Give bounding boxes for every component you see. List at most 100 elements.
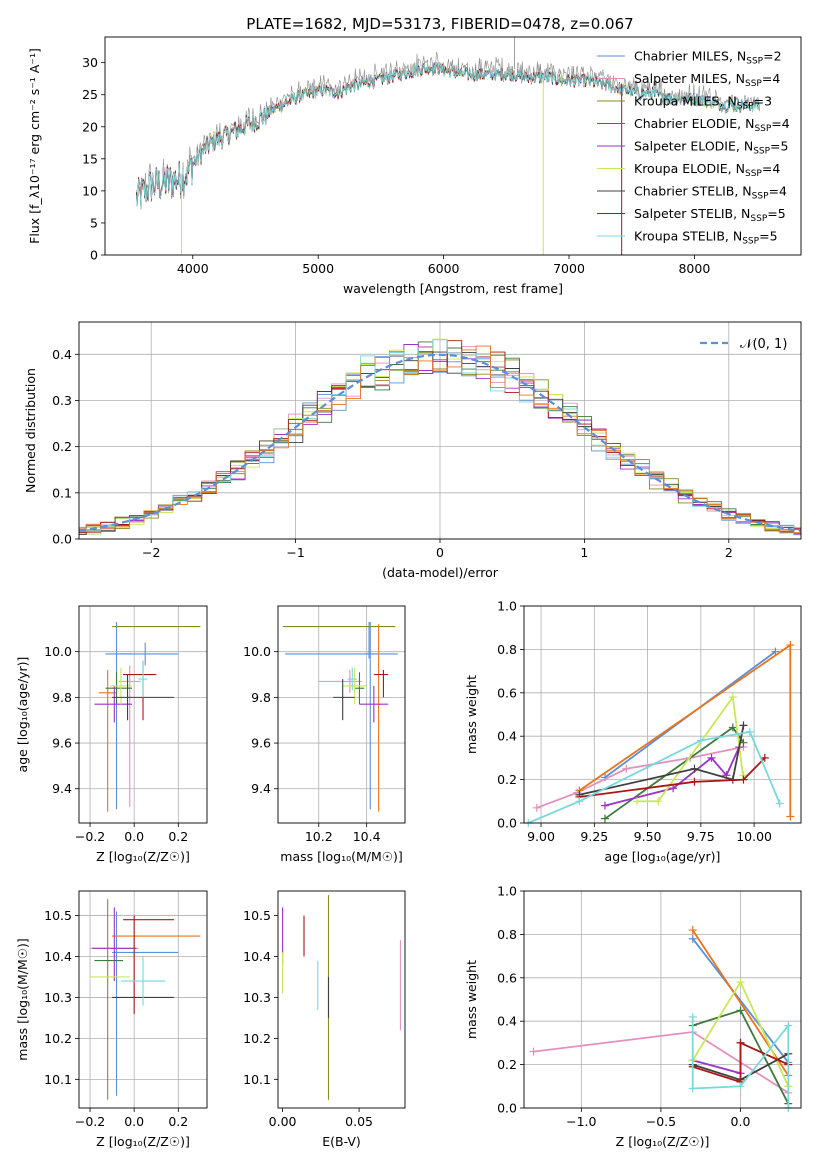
mass-weight-marker [760,753,769,762]
error-bar-point [373,669,389,698]
x-tick-label: 9.00 [527,829,555,844]
mass-weight-marker [745,727,754,736]
legend-nssp-subscript: SSP [746,57,763,67]
error-bar-point [92,907,137,982]
figure-title: PLATE=1682, MJD=53173, FIBERID=0478, z=0… [246,15,633,33]
legend-nssp-label: , N [734,184,751,199]
x-tick-label: 9.25 [580,829,608,844]
x-tick-label: 0 [436,545,444,560]
legend-nssp-value: 5 [770,229,778,244]
legend-nssp-equals: = [759,229,769,244]
legend-entry: Chabrier ELODIE, NSSP=4 [634,116,790,134]
legend-nssp-value: 5 [778,206,786,221]
legend-nssp-value: 2 [774,49,782,64]
mass-weight-marker [739,775,748,784]
mass_vs_z-frame [78,890,208,1109]
mass-weight-line [579,725,745,796]
y-tick-label: 10.3 [243,990,271,1005]
x-tick-label: 0.0 [124,1114,144,1129]
legend-nssp-subscript: SSP [737,102,754,112]
y-tick-label: 0.4 [52,347,72,362]
y-tick-label: 9.4 [251,781,271,796]
mass-weight-marker [771,647,780,656]
legend-nssp-value: 4 [772,161,780,176]
x-tick-label: 10.4 [353,829,381,844]
legend-series-name: Salpeter STELIB [634,206,733,221]
mass-weight-marker [690,764,699,773]
legend-series-name: Chabrier ELODIE [634,116,737,131]
y-tick-label: 30 [82,55,98,70]
y-tick-label: 10.1 [243,1072,271,1087]
y-tick-label: 0.0 [497,816,517,831]
y-tick-label: 10.4 [44,949,72,964]
x-tick-label: 0.0 [731,1114,751,1129]
x-tick-label: 6000 [428,261,460,276]
y-tick-label: 10.1 [44,1072,72,1087]
mass_vs_ebv-axes: 0.00 0.05 10.1 10.2 10.3 10.4 10.5 E(B-V) [243,908,373,1149]
y-tick-label: 10.2 [44,1031,72,1046]
mass_vs_ebv-frame [277,890,406,1109]
residual-histogram [79,345,801,534]
mass-weight-marker [736,1082,745,1091]
mass-weight-marker [696,736,705,745]
legend-entry: Kroupa STELIB, NSSP=5 [634,229,778,247]
legend-entry: Chabrier MILES, NSSP=2 [634,49,782,67]
x-axis-label: wavelength [Angstrom, rest frame] [343,281,563,296]
mass-weight-line [692,1041,789,1084]
legend-series-name: Salpeter ELODIE [634,139,736,154]
weight_vs_age-frame [523,605,802,824]
mass-weight-marker [786,641,795,650]
legend-series-name: Salpeter MILES [634,71,728,86]
legend-series-name: Kroupa MILES [634,94,720,109]
y-tick-label: 0.4 [497,729,517,744]
mass-weight-line [691,938,790,1063]
mass-weight-marker [688,934,697,943]
y-tick-label: 0 [90,248,98,263]
age_vs_z-frame [78,605,208,824]
legend-nssp-label: , N [719,94,736,109]
legend-nssp-subscript: SSP [742,237,759,247]
mass-weight-marker [575,797,584,806]
mass-weight-marker [736,1006,745,1015]
model-spectrum-line [136,62,760,209]
legend-entry: Salpeter MILES, NSSP=4 [634,71,780,89]
y-tick-label: 5 [90,215,98,230]
y-tick-label: 0.0 [497,1101,517,1116]
legend-nssp-subscript: SSP [754,124,771,134]
y-tick-label: 10.5 [44,908,72,923]
legend-nssp-value: 3 [764,94,772,109]
y-tick-label: 0.4 [497,1014,517,1029]
x-axis-label: Z [log₁₀(Z/Z☉)] [96,1134,190,1149]
legend-nssp-equals: = [754,94,764,109]
legend-entry: 𝒩(0, 1) [740,337,787,352]
mass-weight-marker [728,723,737,732]
x-tick-label: 7000 [553,261,585,276]
age_vs_z-axes: −0.2 0.0 0.2 9.4 9.6 9.8 10.0 Z [log₁₀(Z/Z☉)] ag… [15,606,207,864]
mass-weight-marker [688,926,697,935]
y-tick-label: 0.2 [497,772,517,787]
y-tick-label: 0.1 [52,485,72,500]
x-tick-label: −1 [286,545,304,560]
mass-weight-marker [688,1012,697,1021]
error-bar-point [354,672,365,705]
legend-entry: Kroupa ELODIE, NSSP=4 [634,161,780,179]
legend-series-name: Kroupa STELIB [634,229,725,244]
x-tick-label: −0.5 [646,1114,676,1129]
legend-nssp-value: 4 [782,116,790,131]
error-bar-point [109,667,132,705]
y-tick-label: 10.3 [44,990,72,1005]
y-tick-label: 0.2 [497,1057,517,1072]
error-bar-point [94,685,132,723]
x-tick-label: 0.2 [168,829,188,844]
residual-histogram [79,339,801,535]
age_vs_mass-frame [277,605,406,824]
error-bar-point [318,669,362,693]
legend-nssp-equals: = [771,116,781,131]
x-tick-label: 5000 [302,261,334,276]
mass-weight-marker [632,797,641,806]
age_vs_mass-axes: 10.2 10.4 9.4 9.6 9.8 10.0 mass [log₁₀(M/M☉)] [243,606,405,864]
mass-weight-line [636,694,745,803]
y-tick-label: 0.0 [52,532,72,547]
legend-nssp-label: , N [728,71,745,86]
